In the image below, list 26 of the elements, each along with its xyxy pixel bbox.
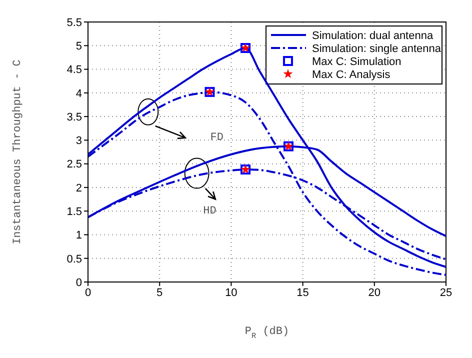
y-axis-title: Instantaneous Throughput - C <box>12 59 24 244</box>
y-tick-label: 1 <box>76 230 82 242</box>
y-tick-label: 5.5 <box>66 16 82 29</box>
x-axis-title: P$_{R}$ (dB) <box>244 326 290 341</box>
x-tick-label: 0 <box>84 286 92 299</box>
legend-label: Simulation: dual antenna <box>312 30 434 42</box>
y-tick-label: 4.5 <box>66 64 82 76</box>
x-tick-label: 5 <box>156 286 163 299</box>
y-tick-label: 2.5 <box>66 158 82 171</box>
legend-label: Max C: Simulation <box>312 56 402 68</box>
legend-label: Max C: Analysis <box>312 69 391 81</box>
x-tick-label: 10 <box>225 286 238 299</box>
y-tick-label: 5 <box>76 40 82 53</box>
y-tick-label: 3 <box>76 135 82 148</box>
annotation: HD <box>203 205 217 218</box>
y-tick-label: 1.5 <box>66 206 82 218</box>
annotation: FD <box>210 132 224 144</box>
y-tick-label: 0.5 <box>66 253 82 266</box>
y-tick-label: 2 <box>76 182 82 194</box>
x-tick-label: 25 <box>440 286 452 299</box>
legend-label: Simulation: single antenna <box>312 43 442 55</box>
x-tick-label: 20 <box>368 286 381 299</box>
y-tick-label: 4 <box>76 88 82 100</box>
y-tick-label: 3.5 <box>66 111 82 124</box>
y-tick-label: 0 <box>76 276 82 289</box>
x-tick-label: 15 <box>296 286 309 299</box>
